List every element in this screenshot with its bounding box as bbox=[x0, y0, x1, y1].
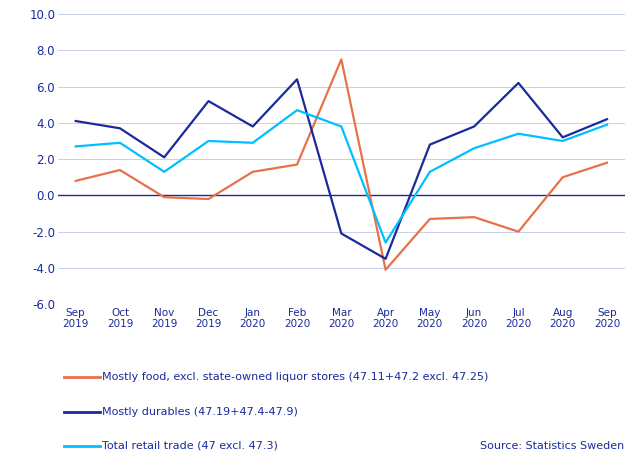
Text: Source: Statistics Sweden: Source: Statistics Sweden bbox=[480, 440, 625, 451]
Text: Mostly durables (47.19+47.4-47.9): Mostly durables (47.19+47.4-47.9) bbox=[102, 407, 298, 417]
Text: Mostly food, excl. state-owned liquor stores (47.11+47.2 excl. 47.25): Mostly food, excl. state-owned liquor st… bbox=[102, 372, 488, 382]
Text: Total retail trade (47 excl. 47.3): Total retail trade (47 excl. 47.3) bbox=[102, 440, 278, 451]
